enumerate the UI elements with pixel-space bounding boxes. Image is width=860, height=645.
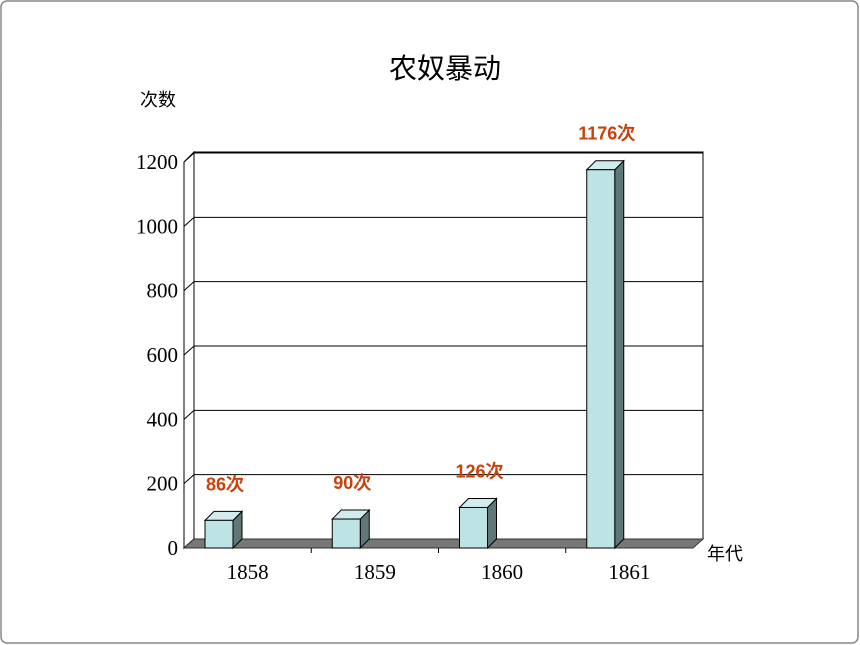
bar xyxy=(586,169,616,549)
x-tick-label: 1861 xyxy=(608,560,650,584)
grid-line xyxy=(183,474,703,485)
y-tick-label: 400 xyxy=(147,407,179,431)
y-tick-label: 1200 xyxy=(136,150,178,174)
grid-line xyxy=(183,216,703,227)
bar xyxy=(331,518,361,549)
y-tick-label: 600 xyxy=(147,343,179,367)
y-axis-label: 次数 xyxy=(140,90,176,110)
y-tick-label: 200 xyxy=(147,472,179,496)
bar xyxy=(204,519,234,549)
grid-line xyxy=(183,152,703,163)
y-tick-label: 0 xyxy=(168,536,179,560)
value-label: 126次 xyxy=(455,460,503,481)
grid-line xyxy=(183,345,703,356)
grid-line xyxy=(183,281,703,292)
chart-title: 农奴暴动 xyxy=(389,53,501,84)
value-label: 86次 xyxy=(206,473,244,494)
value-label: 1176次 xyxy=(578,123,635,144)
value-label: 90次 xyxy=(333,472,371,493)
bar xyxy=(459,506,488,549)
floor xyxy=(182,538,705,549)
x-tick-label: 1860 xyxy=(481,560,523,584)
bar-side xyxy=(614,159,625,550)
x-tick-label: 1858 xyxy=(227,560,269,584)
x-axis-label: 年代 xyxy=(707,544,743,564)
x-tick-label: 1859 xyxy=(354,560,396,584)
grid-line xyxy=(183,409,703,420)
y-tick-label: 1000 xyxy=(136,214,178,238)
y-tick-label: 800 xyxy=(147,279,179,303)
